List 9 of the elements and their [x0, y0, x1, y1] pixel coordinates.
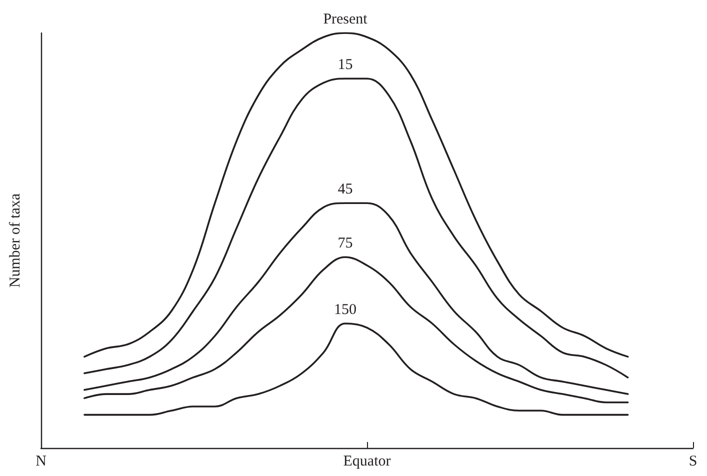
x-tick-label: Equator [343, 454, 391, 470]
series-label: 15 [338, 57, 353, 74]
series-label: 150 [334, 302, 357, 318]
x-tick-label: N [36, 454, 47, 470]
series-label: Present [323, 12, 368, 28]
y-axis-title: Number of taxa [8, 193, 24, 288]
series-label: 45 [338, 182, 353, 198]
x-tick-label: S [688, 454, 698, 470]
series-label: 75 [338, 236, 353, 252]
